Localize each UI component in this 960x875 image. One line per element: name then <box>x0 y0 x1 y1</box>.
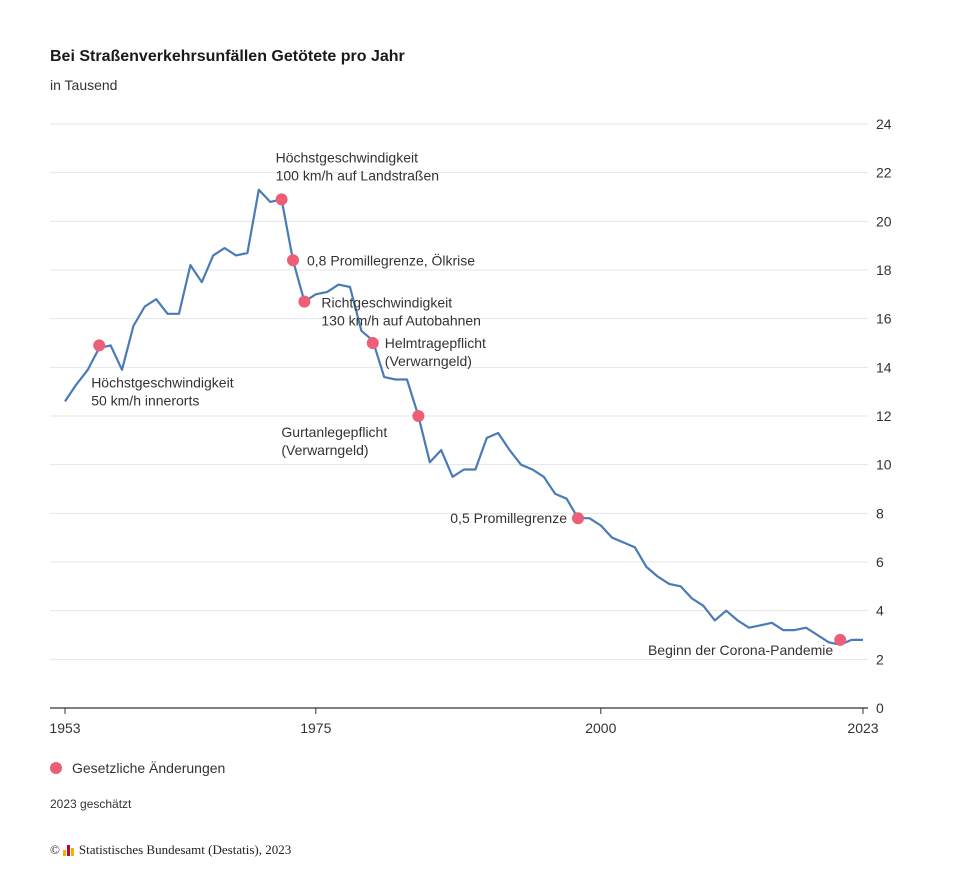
y-tick-label: 2 <box>876 651 884 667</box>
annotation-label: Höchstgeschwindigkeit <box>91 374 234 390</box>
y-tick-label: 12 <box>876 408 892 424</box>
data-line <box>64 188 863 646</box>
annotation-label: Höchstgeschwindigkeit <box>276 149 419 165</box>
chart-title: Bei Straßenverkehrsunfällen Getötete pro… <box>50 48 405 65</box>
annotation-label: 50 km/h innerorts <box>91 392 199 408</box>
y-tick-label: 18 <box>876 262 892 278</box>
y-tick-label: 6 <box>876 554 884 570</box>
annotation-label: Richtgeschwindigkeit <box>321 295 452 311</box>
annotation-label: Gurtanlegepflicht <box>281 424 387 440</box>
annotation-label: (Verwarngeld) <box>385 353 472 369</box>
x-tick-label: 2000 <box>585 720 616 736</box>
event-marker <box>834 633 847 646</box>
y-tick-label: 24 <box>876 116 892 132</box>
source-line: © Statistisches Bundesamt (Destatis), 20… <box>50 842 291 858</box>
copyright-symbol: © <box>50 842 60 857</box>
y-tick-label: 10 <box>876 457 892 473</box>
x-tick-label: 1975 <box>300 720 331 736</box>
chart-subtitle: in Tausend <box>50 77 118 93</box>
annotation-label: Helmtragepflicht <box>385 335 486 351</box>
event-marker <box>412 410 425 422</box>
event-marker <box>572 512 584 525</box>
y-tick-label: 20 <box>876 213 892 229</box>
destatis-logo-icon <box>62 844 75 856</box>
annotation-label: Beginn der Corona-Pandemie <box>648 642 833 658</box>
source-text: Statistisches Bundesamt (Destatis), 2023 <box>78 842 292 857</box>
event-marker <box>287 254 299 267</box>
y-tick-label: 22 <box>876 165 892 181</box>
event-marker <box>275 193 288 206</box>
legend-marker-icon <box>50 762 62 774</box>
annotation-label: 100 km/h auf Landstraßen <box>276 167 439 183</box>
legend-label: Gesetzliche Änderungen <box>72 760 226 776</box>
y-tick-label: 4 <box>876 603 884 619</box>
annotation-label: (Verwarngeld) <box>281 442 368 458</box>
footnote: 2023 geschätzt <box>50 797 132 811</box>
annotation-label: 0,5 Promillegrenze <box>450 510 567 526</box>
event-marker <box>93 339 106 352</box>
y-tick-label: 8 <box>876 505 884 521</box>
event-marker <box>366 337 379 349</box>
y-tick-label: 14 <box>876 359 892 375</box>
y-tick-label: 16 <box>876 311 892 327</box>
annotation-label: 130 km/h auf Autobahnen <box>321 313 481 329</box>
x-tick-label: 1953 <box>49 720 80 736</box>
x-tick-label: 2023 <box>847 720 878 736</box>
annotation-label: 0,8 Promillegrenze, Ölkrise <box>307 251 475 268</box>
y-tick-label: 0 <box>876 700 884 716</box>
event-marker <box>298 295 311 308</box>
legend: Gesetzliche Änderungen <box>50 760 225 776</box>
